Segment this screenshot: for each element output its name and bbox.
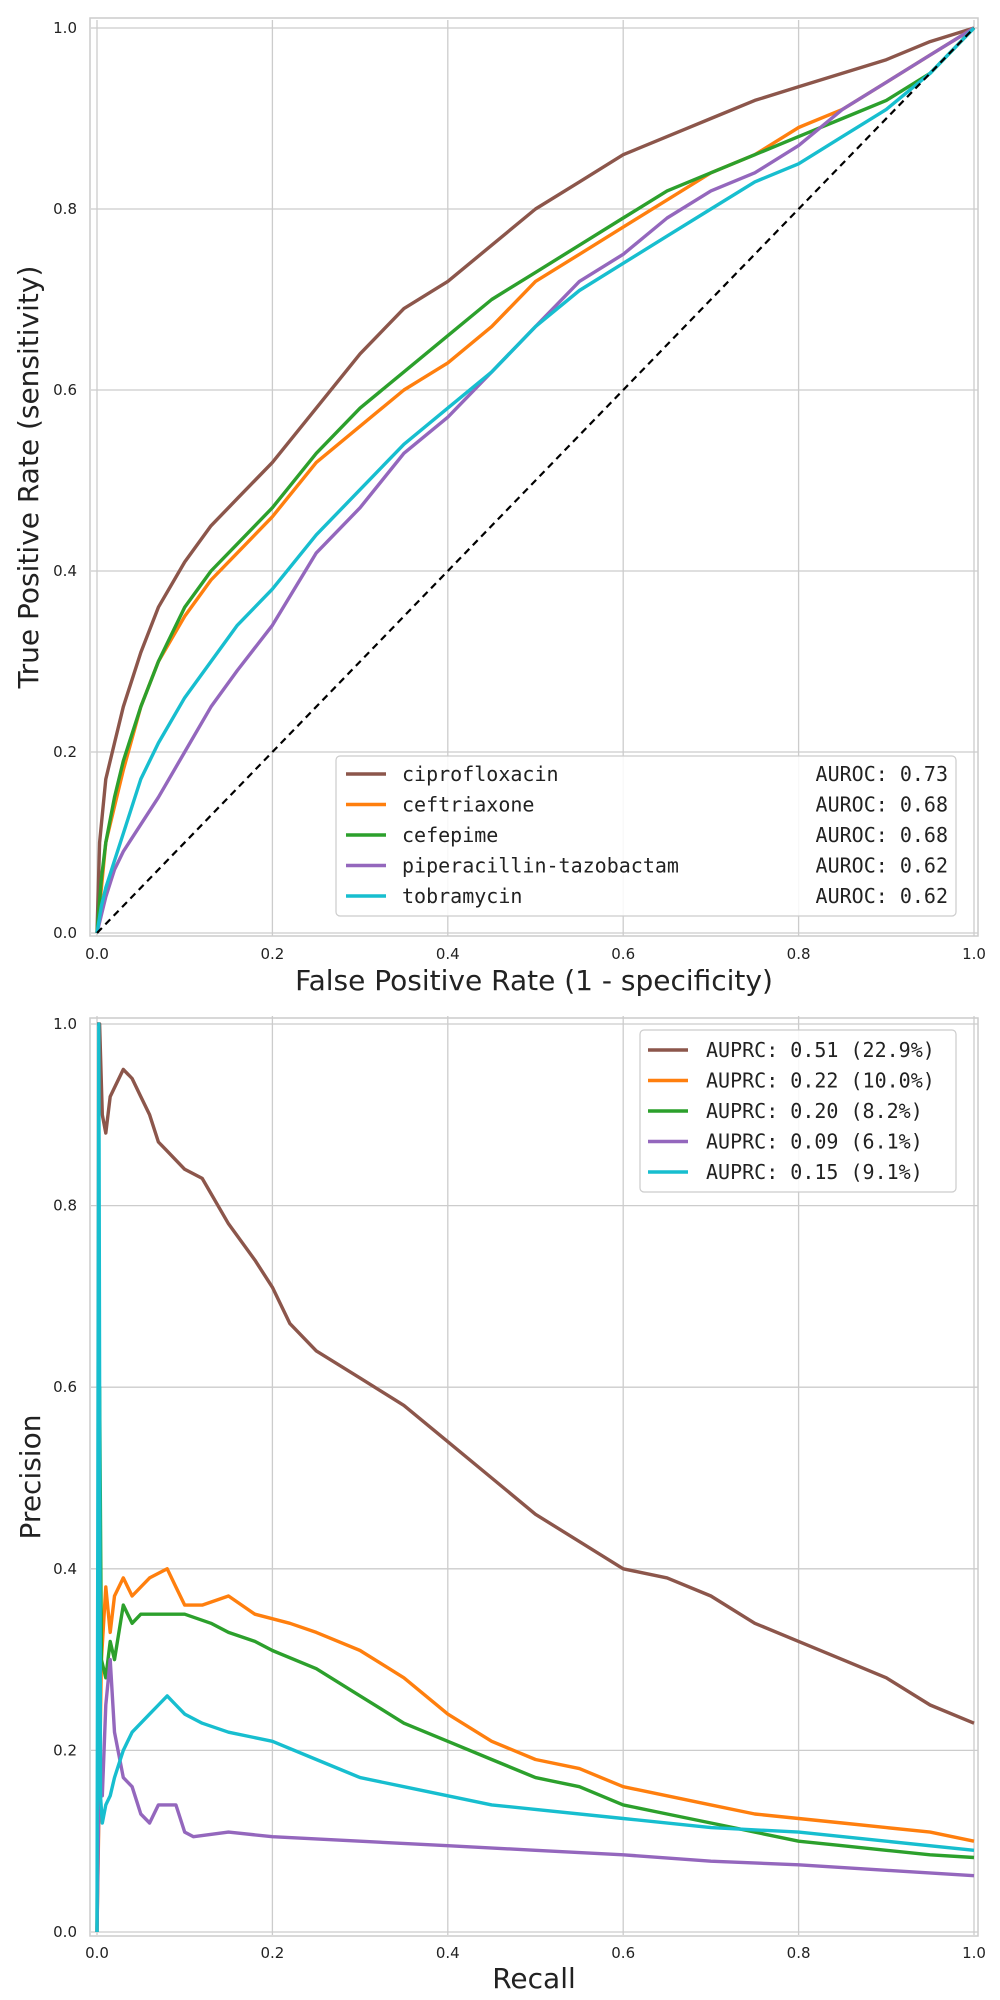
roc-chance-line <box>96 27 975 934</box>
roc-legend-label: cefepime <box>402 823 498 847</box>
roc-legend-label: piperacillin-tazobactam <box>402 854 679 878</box>
roc-y-tick-label: 0.6 <box>53 381 77 399</box>
pr-curve-4 <box>95 1022 975 1933</box>
pr-y-tick-label: 0.6 <box>53 1378 77 1396</box>
roc-x-tick-label: 0.0 <box>85 945 109 963</box>
roc-legend-auroc: AUROC: 0.62 <box>816 854 948 878</box>
pr-curve-1 <box>95 1567 975 1933</box>
roc-gridlines <box>91 20 978 936</box>
roc-legend-frame <box>335 755 957 917</box>
roc-legend-label: tobramycin <box>402 884 522 908</box>
roc-x-tick-label: 0.2 <box>260 945 284 963</box>
pr-legend-label: AUPRC: 0.20 (8.2%) <box>706 1099 923 1123</box>
roc-curves <box>95 26 976 934</box>
pr-curve-2 <box>95 1385 975 1933</box>
pr-x-tick-label: 0.6 <box>611 1944 635 1962</box>
roc-curve-1 <box>95 26 975 934</box>
roc-y-axis-label: True Positive Rate (sensitivity) <box>12 266 45 690</box>
pr-panel: 0.0 0.2 0.4 0.6 0.8 1.0 0.0 0.2 0.4 0.6 0.8 1.0 Re… <box>14 1015 986 1995</box>
pr-curve-3 <box>95 1657 975 1933</box>
roc-y-tick-label: 0.4 <box>53 562 77 580</box>
roc-legend-auroc: AUROC: 0.62 <box>816 884 948 908</box>
roc-y-ticks: 0.0 0.2 0.4 0.6 0.8 1.0 <box>53 19 77 942</box>
roc-legend-auroc: AUROC: 0.68 <box>816 823 948 847</box>
roc-y-tick-label: 0.8 <box>53 200 77 218</box>
roc-curve-2 <box>95 26 976 934</box>
roc-x-tick-label: 0.8 <box>787 945 811 963</box>
roc-y-tick-label: 1.0 <box>53 19 77 37</box>
pr-legend-frame <box>639 1029 957 1193</box>
pr-legend: AUPRC: 0.51 (22.9%) AUPRC: 0.22 (10.0%) AU… <box>639 1029 957 1193</box>
roc-curve-3 <box>95 26 975 934</box>
roc-legend: ciprofloxacin AUROC: 0.73 ceftriaxone AUROC… <box>335 755 957 917</box>
roc-panel: 0.0 0.2 0.4 0.6 0.8 1.0 0.0 0.2 0.4 0.6 0.8 1.0 Fa… <box>12 17 986 997</box>
roc-x-tick-label: 1.0 <box>962 945 986 963</box>
pr-legend-label: AUPRC: 0.51 (22.9%) <box>706 1038 935 1062</box>
pr-curves <box>95 1022 975 1933</box>
pr-y-ticks: 0.0 0.2 0.4 0.6 0.8 1.0 <box>53 1015 77 1941</box>
pr-y-tick-label: 0.8 <box>53 1197 77 1215</box>
pr-y-tick-label: 0.4 <box>53 1560 77 1578</box>
roc-legend-label: ceftriaxone <box>402 793 534 817</box>
pr-legend-label: AUPRC: 0.15 (9.1%) <box>706 1160 923 1184</box>
roc-legend-auroc: AUROC: 0.73 <box>816 762 948 786</box>
roc-x-tick-label: 0.6 <box>611 945 635 963</box>
pr-curve-0 <box>97 1022 975 1725</box>
pr-legend-label: AUPRC: 0.22 (10.0%) <box>706 1069 935 1093</box>
roc-x-tick-label: 0.4 <box>436 945 460 963</box>
roc-y-tick-label: 0.2 <box>53 743 77 761</box>
pr-x-tick-label: 0.8 <box>787 1944 811 1962</box>
roc-curve-4 <box>95 26 976 934</box>
pr-y-tick-label: 0.0 <box>53 1923 77 1941</box>
roc-x-axis-label: False Positive Rate (1 - specificity) <box>295 964 773 997</box>
roc-legend-auroc: AUROC: 0.68 <box>816 793 948 817</box>
pr-x-tick-label: 1.0 <box>962 1944 986 1962</box>
pr-legend-label: AUPRC: 0.09 (6.1%) <box>706 1130 923 1154</box>
pr-y-tick-label: 0.2 <box>53 1741 77 1759</box>
pr-x-tick-label: 0.0 <box>85 1944 109 1962</box>
pr-x-ticks: 0.0 0.2 0.4 0.6 0.8 1.0 <box>85 1944 986 1962</box>
pr-x-tick-label: 0.4 <box>436 1944 460 1962</box>
pr-y-axis-label: Precision <box>14 1415 47 1540</box>
roc-y-tick-label: 0.0 <box>53 924 77 942</box>
roc-x-ticks: 0.0 0.2 0.4 0.6 0.8 1.0 <box>85 945 986 963</box>
roc-curve-0 <box>95 26 975 934</box>
roc-legend-label: ciprofloxacin <box>402 762 559 786</box>
pr-y-tick-label: 1.0 <box>53 1015 77 1033</box>
pr-x-axis-label: Recall <box>492 1962 576 1995</box>
pr-x-tick-label: 0.2 <box>260 1944 284 1962</box>
